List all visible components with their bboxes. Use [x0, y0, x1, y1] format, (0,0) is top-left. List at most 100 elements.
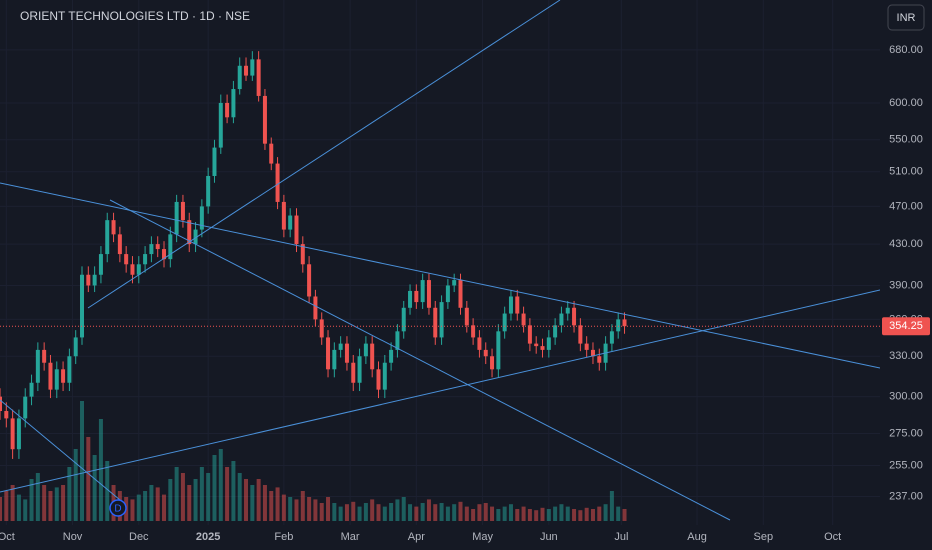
candle-body [10, 418, 15, 450]
candle-body [149, 244, 154, 255]
candle-body [174, 201, 179, 235]
candle-body [67, 356, 72, 383]
candle-body [117, 234, 122, 255]
candle-body [382, 362, 387, 390]
volume-bar [48, 491, 53, 521]
candle-body [0, 396, 2, 412]
volume-bar [445, 506, 450, 521]
volume-bar [357, 506, 362, 521]
candle-body [338, 343, 343, 350]
candle-body [464, 307, 469, 326]
y-tick-label: 470.00 [889, 200, 923, 212]
currency-button[interactable] [887, 4, 925, 31]
volume-bar [262, 485, 267, 521]
candle-body [546, 337, 551, 350]
volume-bar [559, 504, 564, 521]
candle-body [553, 325, 558, 338]
volume-bar [29, 479, 34, 521]
volume-bar [16, 494, 21, 521]
volume-bar [616, 506, 621, 521]
volume-bar [603, 504, 608, 521]
candle-body [540, 346, 545, 350]
volume-bar [376, 504, 381, 521]
candle-body [61, 369, 66, 383]
volume-bar [527, 509, 532, 521]
x-tick-label: Jul [614, 531, 628, 543]
volume-bar [565, 506, 570, 521]
candle-body [426, 280, 431, 308]
candle-body [445, 285, 450, 303]
candle-body [527, 325, 532, 344]
candle-body [212, 147, 217, 176]
volume-bar [92, 455, 97, 521]
volume-bar [275, 487, 280, 521]
grid [0, 0, 880, 525]
candle-body [376, 369, 381, 390]
volume-bar [212, 455, 217, 521]
candle-body [370, 343, 375, 370]
volume-bar [35, 473, 40, 521]
candle-body [98, 254, 103, 275]
volume-bar [98, 419, 103, 521]
dividend-badge[interactable] [109, 499, 127, 517]
candle-body [357, 356, 362, 383]
volume-pane [0, 401, 627, 521]
candle-body [452, 280, 457, 286]
y-tick-label: 330.00 [889, 350, 923, 362]
x-tick-label: May [472, 531, 493, 543]
candle-body [231, 89, 236, 118]
candle-body [294, 215, 299, 245]
volume-bar [471, 509, 476, 521]
candle-body [572, 307, 577, 326]
volume-bar [149, 485, 154, 521]
candle-body [521, 313, 526, 326]
volume-bar [452, 504, 457, 521]
candle-body [590, 349, 595, 357]
candle-body [584, 343, 589, 350]
x-tick-label: Mar [341, 531, 360, 543]
volume-bar [515, 509, 520, 521]
candle-body [80, 274, 85, 338]
trend-line [0, 182, 880, 369]
volume-bar [490, 506, 495, 521]
currency-label[interactable]: INR [897, 12, 916, 24]
candle-body [206, 175, 211, 207]
y-tick-label: 275.00 [889, 427, 923, 439]
dividend-badge-label[interactable]: D [114, 504, 121, 515]
volume-bar [193, 479, 198, 521]
volume-bar [363, 503, 368, 521]
volume-bar [23, 499, 28, 521]
volume-bar [401, 497, 406, 521]
candle-body [111, 220, 116, 235]
volume-bar [344, 504, 349, 521]
candle-body [508, 296, 513, 314]
volume-bar [61, 485, 66, 521]
candle-body [244, 65, 249, 76]
candle-body [256, 59, 261, 96]
volume-bar [534, 510, 539, 521]
volume-bar [168, 479, 173, 521]
y-tick-label: 550.00 [889, 134, 923, 146]
candle-body [105, 220, 110, 255]
candle-body [35, 349, 40, 383]
trend-lines [0, 0, 880, 521]
candle-body [4, 411, 9, 419]
candle-body [155, 244, 160, 250]
x-tick-label: Oct [824, 531, 841, 543]
candle-body [23, 396, 28, 419]
volume-bar [483, 503, 488, 521]
candle-body [199, 206, 204, 230]
candle-body [414, 290, 419, 303]
candle-body [300, 244, 305, 265]
volume-bar [0, 497, 2, 521]
candle-body [269, 143, 274, 164]
x-tick-label: Jun [540, 531, 558, 543]
candle-body [420, 280, 425, 303]
axes: 680.00 600.00 550.00 510.00 470.00 430.00 390.… [0, 44, 930, 543]
x-tick-label: Sep [754, 531, 774, 543]
candle-body [48, 362, 53, 390]
y-tick-label: 680.00 [889, 44, 923, 56]
candle-body [401, 307, 406, 332]
candle-body [326, 337, 331, 370]
candle-body [477, 337, 482, 350]
